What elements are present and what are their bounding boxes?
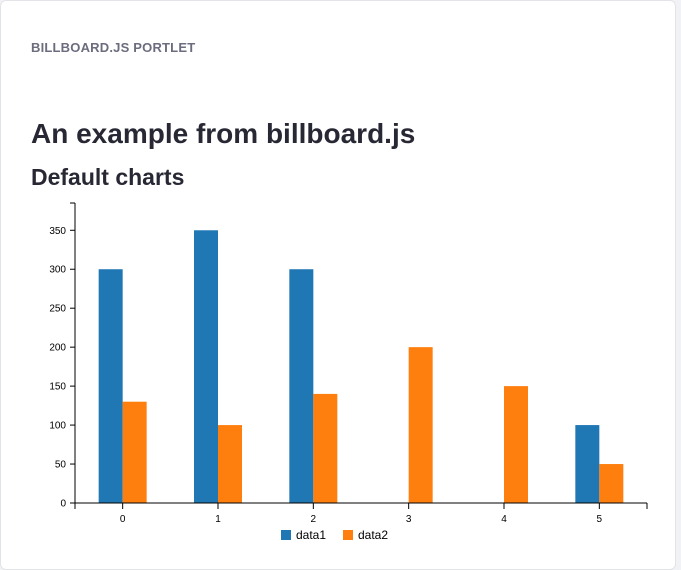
- x-tick-label-1: 1: [215, 514, 221, 525]
- bar-data2-3: [408, 347, 433, 503]
- bar-data2-1: [218, 425, 242, 503]
- x-tick-label-5: 5: [597, 514, 603, 525]
- legend-swatch-data2: [343, 530, 353, 540]
- bar-data2-5: [599, 464, 624, 503]
- bar-data2-4: [504, 386, 528, 503]
- bar-data1-5: [575, 425, 600, 503]
- legend-swatch-data1: [281, 530, 291, 540]
- bar-chart: 0 50 100 150 200 250 300 350 0 1 2 3 4 5 data1 data2: [49, 202, 648, 542]
- y-tick-label-200: 200: [49, 343, 66, 354]
- bar-data1-0: [98, 269, 123, 503]
- y-tick-label-100: 100: [49, 421, 66, 432]
- page-heading: An example from billboard.js: [31, 118, 416, 149]
- bar-data1-1: [194, 230, 218, 503]
- x-tick-label-3: 3: [406, 514, 412, 525]
- x-tick-label-2: 2: [311, 514, 317, 525]
- legend-label-data1: data1: [296, 528, 326, 542]
- bar-data1-2: [289, 269, 314, 503]
- y-tick-label-150: 150: [49, 382, 66, 393]
- y-tick-label-350: 350: [49, 226, 66, 237]
- legend-label-data2: data2: [358, 528, 388, 542]
- y-tick-label-50: 50: [55, 460, 67, 471]
- chart-subheading: Default charts: [31, 164, 185, 190]
- y-tick-label-250: 250: [49, 304, 66, 315]
- x-tick-label-4: 4: [501, 514, 507, 525]
- portlet-title: BILLBOARD.JS PORTLET: [31, 40, 196, 55]
- y-tick-label-300: 300: [49, 265, 66, 276]
- bar-data2-0: [122, 401, 147, 503]
- bar-data2-2: [313, 393, 338, 503]
- x-tick-label-0: 0: [120, 514, 126, 525]
- y-tick-label-0: 0: [60, 499, 66, 510]
